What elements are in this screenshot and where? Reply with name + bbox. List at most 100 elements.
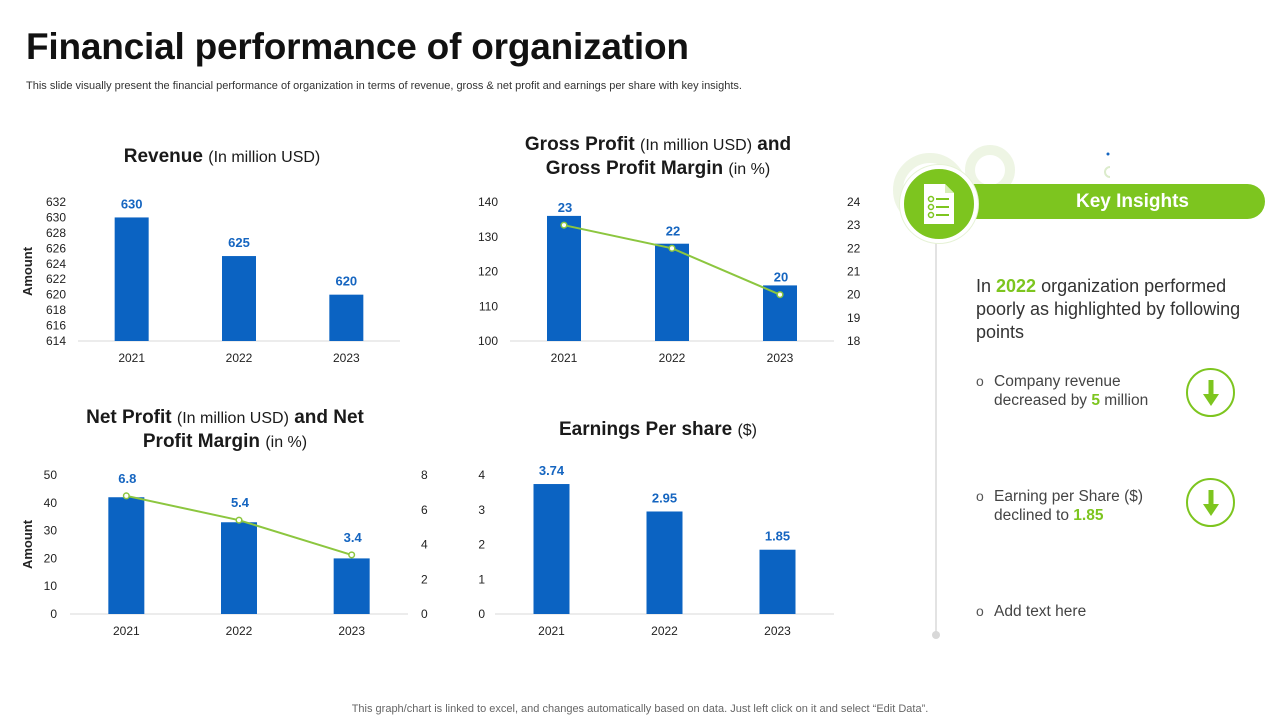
insight-bullet-3[interactable]: o Add text here [976, 602, 1176, 621]
net-title-bold2: Profit Margin [142, 431, 261, 452]
insights-heading-post: organization performed poorly as highlig… [976, 276, 1241, 342]
y-tick-label: 10 [44, 579, 58, 593]
data-label: 22 [666, 223, 680, 238]
bullet-2-highlight: 1.85 [1073, 507, 1104, 524]
data-label: 625 [228, 235, 250, 250]
bar [221, 522, 257, 614]
y-tick-label: 624 [46, 257, 66, 271]
revenue-title-unit: (In million USD) [208, 149, 321, 166]
net-title-unit2: (in %) [265, 434, 308, 451]
data-label: 3.74 [539, 463, 565, 478]
data-label: 23 [558, 200, 572, 215]
x-tick-label: 2022 [226, 351, 253, 365]
y-tick-label: 618 [46, 303, 66, 317]
bar [655, 243, 689, 341]
y-tick-label: 632 [46, 195, 66, 209]
x-tick-label: 2023 [764, 624, 791, 638]
gross-title-unit2: (in %) [728, 161, 771, 178]
key-insights-label: Key Insights [1076, 190, 1189, 212]
checklist-icon [924, 184, 954, 224]
footer-note: This graph/chart is linked to excel, and… [351, 703, 929, 715]
data-label: 2.95 [652, 490, 677, 505]
gross-title-unit: (In million USD) [640, 137, 753, 154]
page-subtitle: This slide visually present the financia… [26, 80, 742, 92]
y2-tick-label: 21 [847, 265, 861, 279]
insights-heading: In 2022 organization performed poorly as… [976, 275, 1266, 344]
line-point [668, 244, 676, 252]
line-point [348, 551, 356, 559]
data-label: 1.85 [765, 529, 790, 544]
net-title-unit: (In million USD) [176, 410, 289, 427]
y2-tick-label: 24 [847, 195, 861, 209]
eps-chart-title: Earnings Per share ($) [490, 418, 826, 442]
bullet-marker: o [976, 603, 984, 619]
y2-tick-label: 20 [847, 288, 861, 302]
line-point [122, 492, 130, 500]
y-tick-label: 4 [478, 468, 485, 482]
y-tick-label: 620 [46, 288, 66, 302]
data-label: 3.4 [344, 530, 363, 545]
x-tick-label: 2023 [338, 624, 365, 638]
revenue-title-bold: Revenue [123, 146, 203, 167]
y-tick-label: 3 [478, 503, 485, 517]
bar [114, 217, 149, 341]
y-tick-label: 626 [46, 241, 66, 255]
y-axis-label: Amount [20, 519, 35, 569]
data-label: 20 [774, 270, 788, 285]
document-checklist-icon [900, 165, 978, 243]
data-label: 630 [121, 196, 143, 211]
y-tick-label: 622 [46, 272, 66, 286]
y-tick-label: 120 [478, 265, 498, 279]
x-tick-label: 2021 [538, 624, 565, 638]
y2-tick-label: 6 [421, 503, 428, 517]
y2-tick-label: 2 [421, 572, 428, 586]
y2-tick-label: 23 [847, 218, 861, 232]
y-tick-label: 140 [478, 195, 498, 209]
bullet-3-text[interactable]: Add text here [994, 603, 1087, 620]
y2-tick-label: 4 [421, 538, 428, 552]
y-axis-label: Amount [20, 246, 35, 296]
bar [646, 511, 683, 614]
y2-tick-label: 22 [847, 241, 861, 255]
y-tick-label: 614 [46, 334, 66, 348]
net-profit-chart[interactable]: 0 10 20 30 40 50 0 2 4 6 8 Amount 2021 2022 2023 6.8 5.4… [0, 455, 440, 645]
insight-bullet-1: o Company revenue decreased by 5 million [976, 372, 1176, 410]
data-label: 5.4 [231, 495, 250, 510]
y2-tick-label: 0 [421, 607, 428, 621]
net-title-and: and Net [294, 407, 364, 428]
y2-tick-label: 8 [421, 468, 428, 482]
y-tick-label: 130 [478, 230, 498, 244]
y-tick-label: 40 [44, 496, 58, 510]
eps-title-unit: ($) [737, 422, 758, 439]
bar [533, 484, 570, 614]
x-tick-label: 2021 [118, 351, 145, 365]
bullet-1-text: Company revenue decreased by [994, 373, 1121, 409]
data-label: 6.8 [118, 471, 136, 486]
down-arrow-icon [1186, 368, 1235, 417]
bullet-1-highlight: 5 [1091, 392, 1100, 409]
y-tick-label: 30 [44, 524, 58, 538]
page-title: Financial performance of organization [26, 26, 689, 67]
insight-bullet-2: o Earning per Share ($) declined to 1.85 [976, 487, 1176, 525]
insights-heading-year: 2022 [996, 276, 1037, 296]
eps-chart[interactable]: 0 1 2 3 4 2021 3.74 2022 2.95 2023 1.85 [440, 455, 880, 645]
bar [108, 497, 145, 614]
down-arrow-icon [1186, 478, 1235, 527]
x-tick-label: 2022 [659, 351, 686, 365]
bar [222, 256, 256, 341]
net-profit-chart-title: Net Profit (In million USD) and Net Prof… [40, 406, 410, 454]
x-tick-label: 2022 [651, 624, 678, 638]
y-tick-label: 50 [44, 468, 58, 482]
x-tick-label: 2021 [551, 351, 578, 365]
bullet-2-text: Earning per Share ($) declined to [994, 488, 1144, 524]
y-tick-label: 20 [44, 551, 58, 565]
line-point [560, 221, 568, 229]
insights-divider-dot [932, 631, 940, 639]
key-insights-header: Key Insights [950, 184, 1265, 219]
x-tick-label: 2023 [767, 351, 794, 365]
revenue-chart[interactable]: 614616618620622624626628630632Amount2021… [0, 185, 440, 375]
bullet-marker: o [976, 373, 984, 389]
bullet-1-suffix: million [1100, 392, 1149, 409]
y-tick-label: 2 [478, 538, 485, 552]
